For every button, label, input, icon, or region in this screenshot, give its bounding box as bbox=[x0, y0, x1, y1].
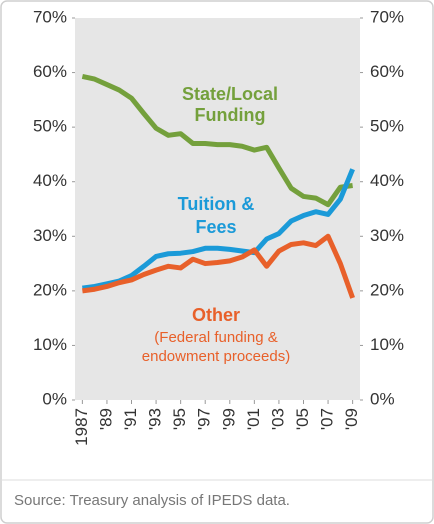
y-tick-label: 10% bbox=[33, 335, 67, 354]
y-tick-label: 0% bbox=[42, 389, 67, 408]
x-tick-label: '01 bbox=[244, 408, 263, 430]
x-tick-label: 1987 bbox=[72, 408, 91, 446]
x-tick-label: '05 bbox=[293, 408, 312, 430]
annotation: (Federal funding & bbox=[154, 329, 277, 346]
y-tick-label: 30% bbox=[33, 226, 67, 245]
series-line bbox=[82, 233, 355, 299]
y2-tick-label: 10% bbox=[370, 335, 404, 354]
x-tick-label: '03 bbox=[268, 408, 287, 430]
plot-area bbox=[75, 18, 360, 400]
y2-tick-label: 30% bbox=[370, 226, 404, 245]
y2-tick-label: 50% bbox=[370, 117, 404, 136]
x-tick-label: '95 bbox=[170, 408, 189, 430]
annotation: Tuition & bbox=[178, 194, 255, 214]
annotation: Other bbox=[192, 305, 240, 325]
y2-tick-label: 60% bbox=[370, 62, 404, 81]
y-tick-label: 50% bbox=[33, 117, 67, 136]
series-line bbox=[82, 168, 355, 291]
y2-tick-label: 20% bbox=[370, 280, 404, 299]
series-line bbox=[81, 73, 353, 208]
annotation: Funding bbox=[195, 105, 266, 125]
y2-tick-label: 0% bbox=[370, 389, 395, 408]
y2-tick-label: 40% bbox=[370, 171, 404, 190]
x-tick-label: '89 bbox=[96, 408, 115, 430]
x-tick-label: '91 bbox=[121, 408, 140, 430]
x-tick-label: '09 bbox=[342, 408, 361, 430]
y-tick-label: 60% bbox=[33, 62, 67, 81]
x-tick-label: '07 bbox=[318, 408, 337, 430]
annotation: Fees bbox=[195, 217, 236, 237]
x-tick-label: '97 bbox=[195, 408, 214, 430]
y-tick-label: 40% bbox=[33, 171, 67, 190]
x-tick-label: '99 bbox=[219, 408, 238, 430]
x-tick-label: '93 bbox=[146, 408, 165, 430]
y2-tick-label: 70% bbox=[370, 7, 404, 26]
source: Source: Treasury analysis of IPEDS data. bbox=[14, 492, 290, 509]
annotation: endowment proceeds) bbox=[142, 348, 290, 365]
y-tick-label: 70% bbox=[33, 7, 67, 26]
annotation: State/Local bbox=[182, 84, 278, 104]
y-tick-label: 20% bbox=[33, 280, 67, 299]
